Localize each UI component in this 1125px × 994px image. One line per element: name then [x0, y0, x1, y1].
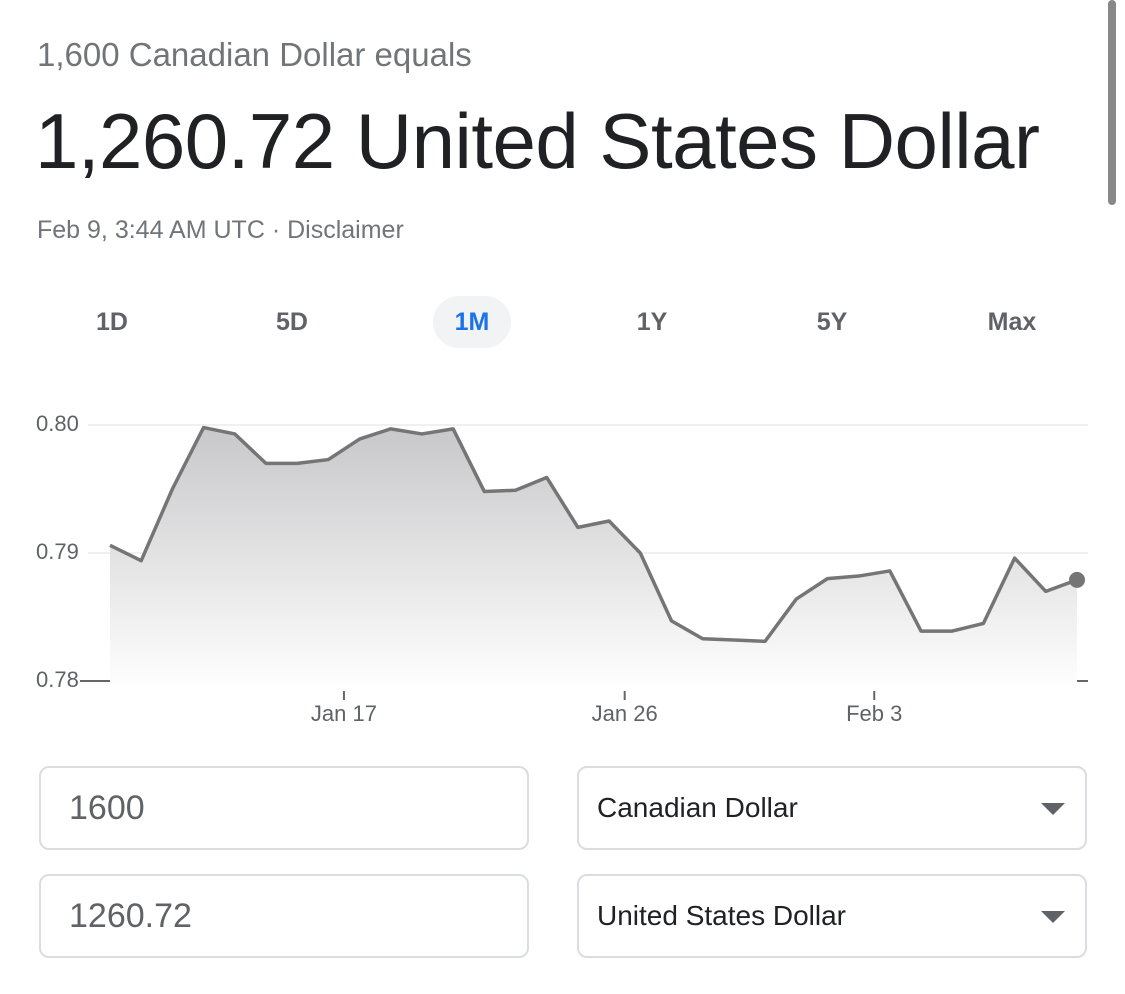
timestamp: Feb 9, 3:44 AM UTC · [37, 216, 281, 244]
subtitle: 1,600 Canadian Dollar equals [37, 36, 472, 73]
range-tab[interactable]: Max [987, 307, 1037, 336]
range-tab[interactable]: 1M [433, 296, 511, 348]
currency-select[interactable]: Canadian Dollar [577, 766, 1087, 850]
result: 1,260.72 United States Dollar [35, 97, 1040, 185]
timestamp-line: Feb 9, 3:44 AM UTC · Disclaimer [37, 216, 404, 245]
y-tick-label: 0.79 [36, 539, 79, 564]
range-tab[interactable]: 1D [96, 307, 128, 336]
amount-text: 1600 [69, 788, 145, 827]
y-tick-label: 0.80 [36, 411, 79, 436]
range-tab[interactable]: 5D [276, 307, 308, 336]
amount-text: 1260.72 [69, 896, 192, 935]
area [110, 427, 1077, 691]
amount-input[interactable]: 1600 [39, 766, 529, 850]
disclaimer-link[interactable]: Disclaimer [287, 216, 404, 244]
dropdown-caret [1041, 803, 1065, 815]
x-tick-label: Jan 26 [592, 701, 658, 726]
currency-text: United States Dollar [597, 900, 847, 931]
range-tab[interactable]: 5Y [816, 307, 848, 336]
x-tick-label: Feb 3 [846, 701, 902, 726]
end-point [1069, 571, 1085, 588]
line [109, 425, 1078, 644]
chart: 0.80 0.79 0.78 Jan 17 Jan 26 Feb 3 [36, 411, 1088, 726]
y-tick-label: 0.78 [36, 667, 79, 692]
amount-input[interactable]: 1260.72 [39, 874, 529, 958]
currency-select[interactable]: United States Dollar [577, 874, 1087, 958]
range-tab[interactable]: 1Y [636, 307, 668, 336]
dropdown-caret [1041, 911, 1065, 923]
x-tick-label: Jan 17 [311, 701, 377, 726]
scrollbar[interactable] [1108, 0, 1116, 205]
currency-text: Canadian Dollar [597, 792, 798, 823]
